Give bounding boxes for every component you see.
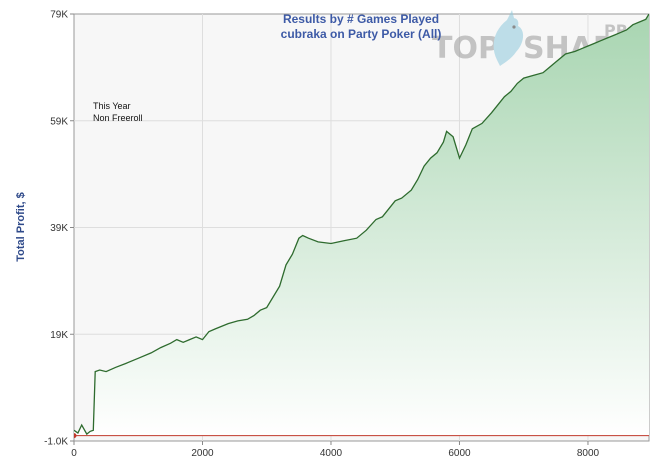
shark-mascot-icon: [493, 10, 524, 66]
x-tick-label: 8000: [577, 448, 600, 459]
y-axis-label: Total Profit, $: [15, 192, 27, 261]
annotation-period: This Year: [93, 101, 131, 111]
start-point-marker: [74, 433, 77, 439]
x-tick-label: 4000: [320, 448, 343, 459]
y-tick-label: 19K: [50, 330, 68, 341]
x-tick-label: 0: [71, 448, 77, 459]
y-tick-label: 59K: [50, 116, 68, 127]
y-tick-label: -1.0K: [44, 437, 68, 448]
profit-line-series: [74, 14, 649, 436]
x-axis-ticks: 0 2000 4000 6000 8000: [71, 441, 600, 459]
profit-area-fill: [74, 14, 649, 436]
chart-title: Results by # Games Played: [283, 12, 439, 26]
logo-word-top: TOP: [432, 31, 500, 66]
annotation-filter: Non Freeroll: [93, 113, 143, 123]
y-tick-label: 79K: [50, 10, 68, 21]
y-tick-label: 39K: [50, 223, 68, 234]
chart-subtitle: cubraka on Party Poker (All): [281, 27, 442, 41]
x-tick-label: 2000: [191, 448, 214, 459]
x-tick-label: 6000: [448, 448, 471, 459]
y-axis-ticks: -1.0K 19K 39K 59K 79K: [44, 10, 74, 448]
